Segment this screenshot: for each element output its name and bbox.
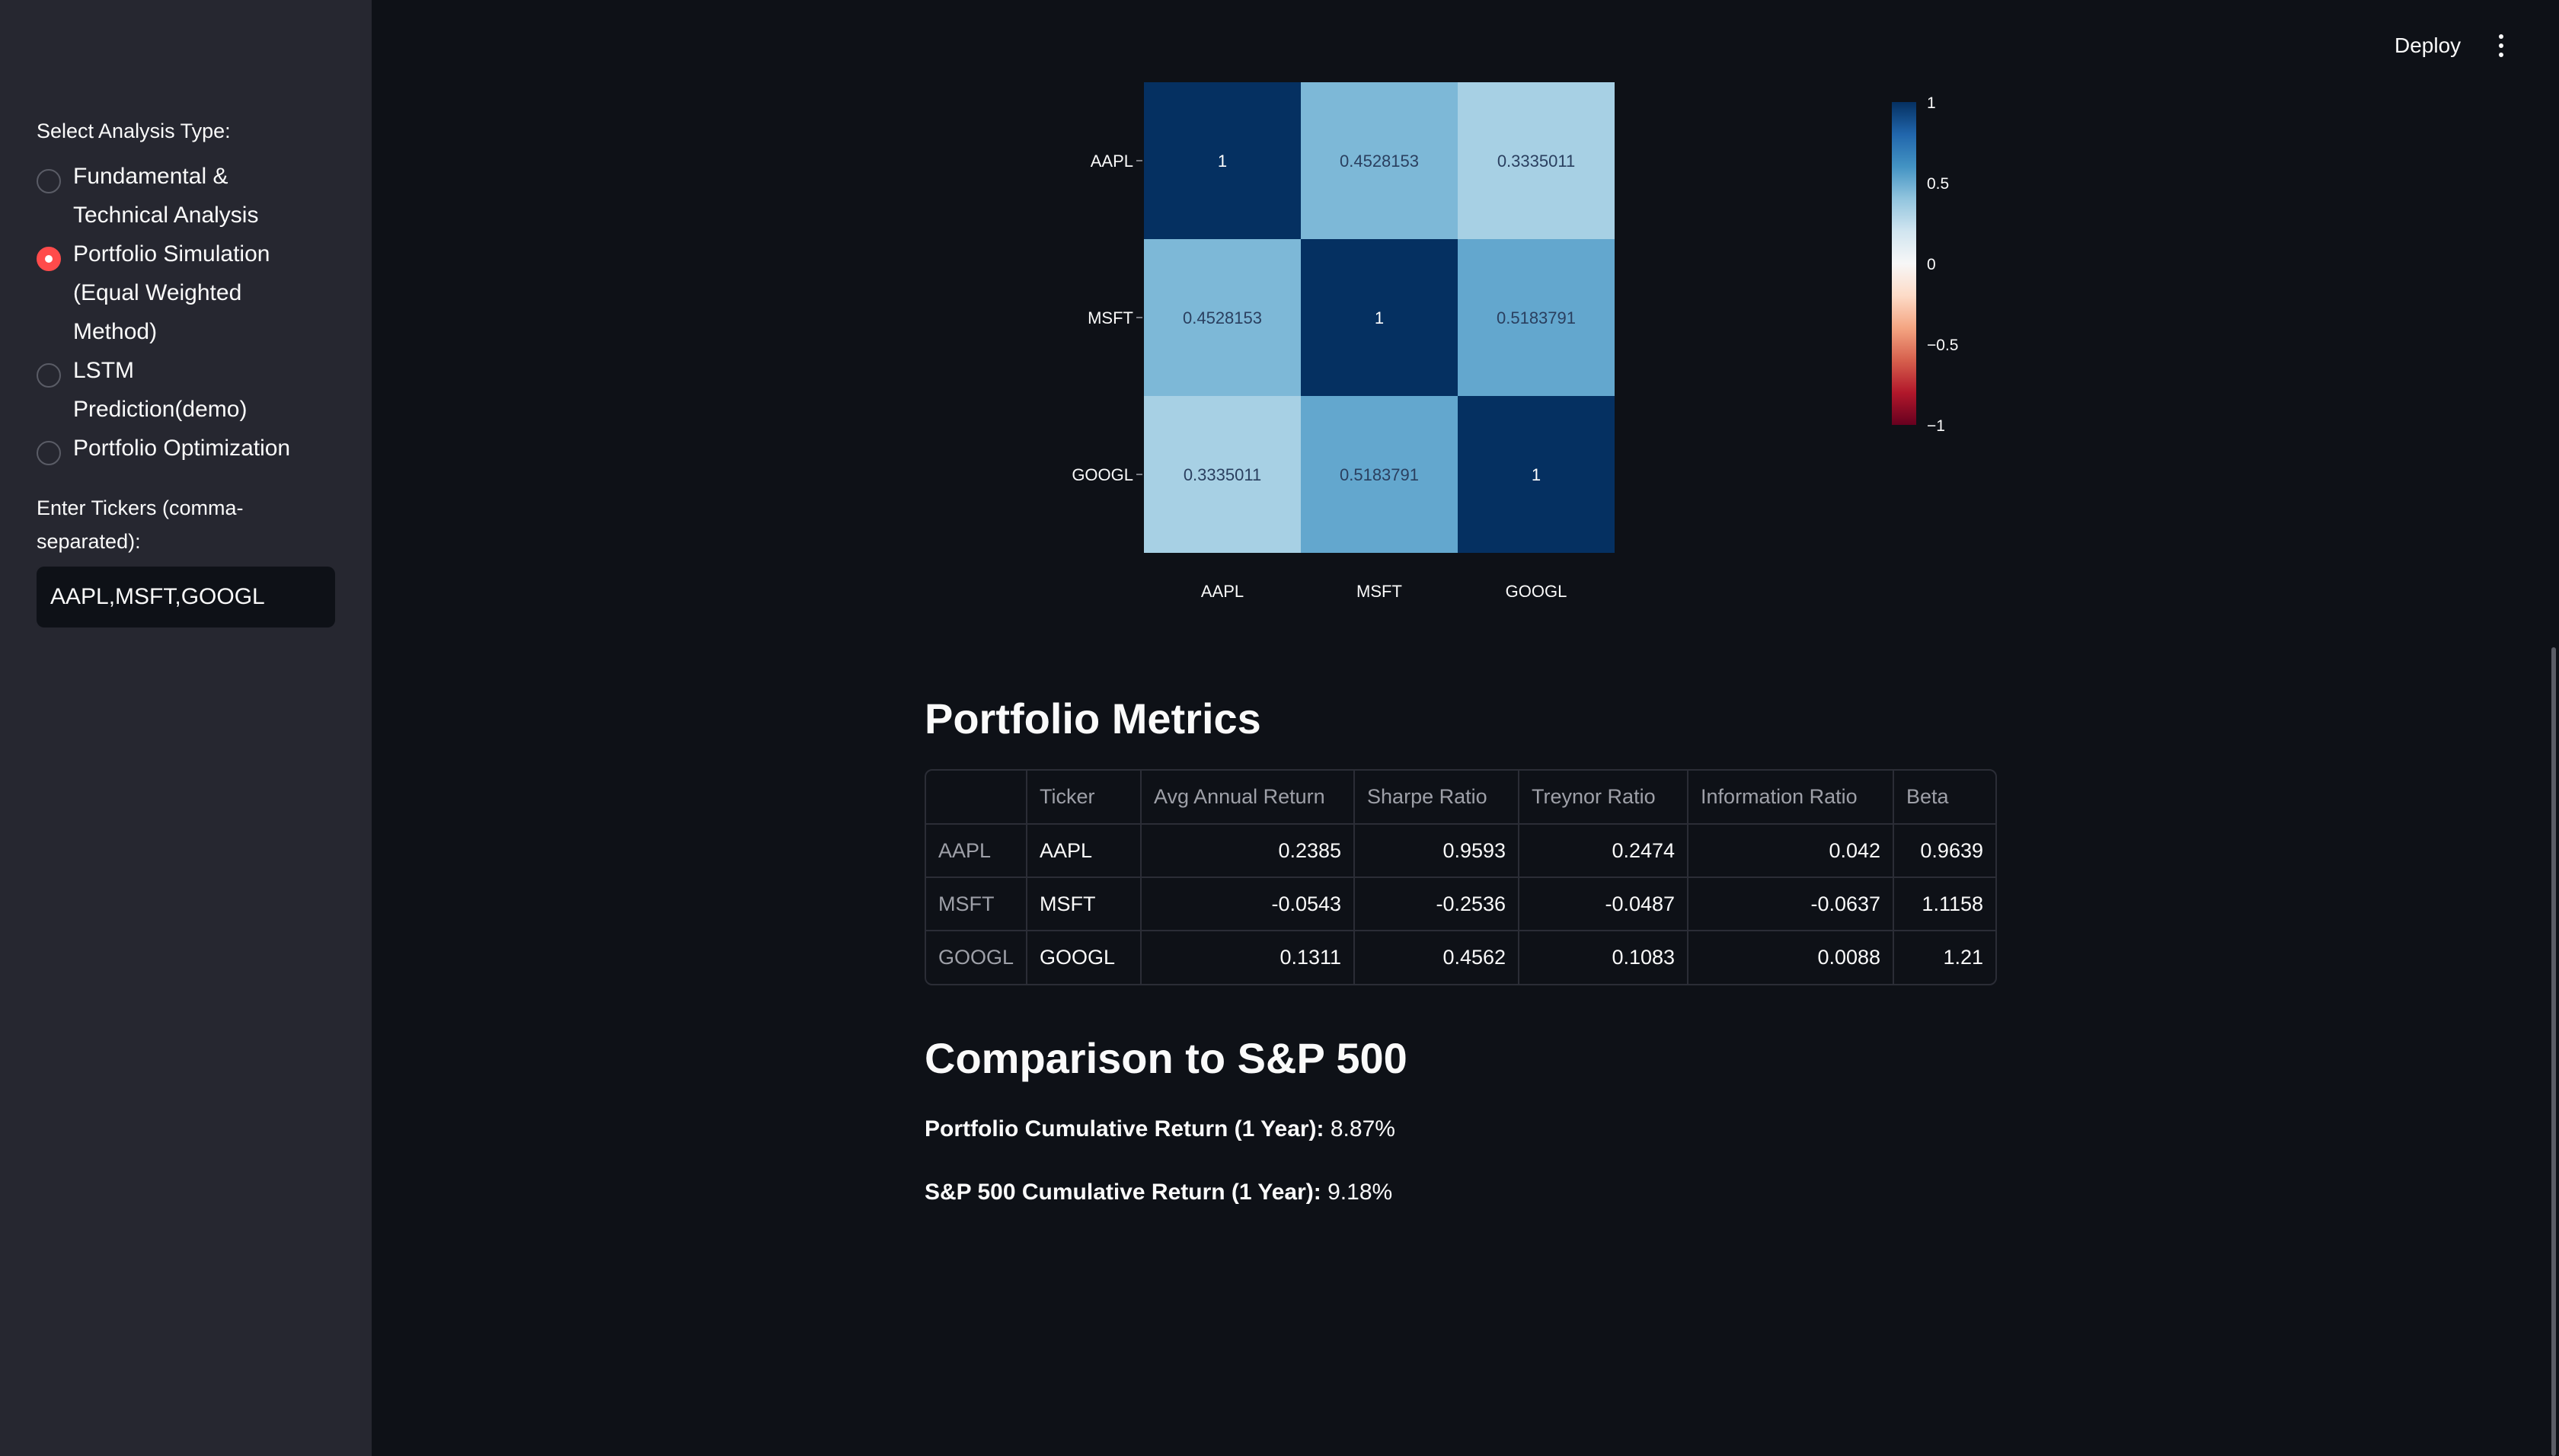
column-header-avg-annual-return[interactable]: Avg Annual Return xyxy=(1141,771,1356,825)
comparison-heading: Comparison to S&P 500 xyxy=(925,1034,1407,1082)
cell-treynor-ratio[interactable]: 0.1083 xyxy=(1519,931,1689,984)
x-tick-label: AAPL xyxy=(1201,582,1244,601)
radio-label: Fundamental & Technical Analysis xyxy=(73,164,259,228)
table-row: GOOGL GOOGL 0.1311 0.4562 0.1083 0.0088 … xyxy=(926,931,1995,984)
heatmap-cell-label: 0.4528153 xyxy=(1183,308,1262,327)
cell-information-ratio[interactable]: 0.042 xyxy=(1688,824,1895,878)
cell-treynor-ratio[interactable]: 0.2474 xyxy=(1519,824,1689,878)
y-tick-label: MSFT xyxy=(1088,308,1133,327)
radio-circle[interactable] xyxy=(37,363,61,388)
colorbar-tick-label: −0.5 xyxy=(1927,337,1958,354)
heatmap-cell-label: 0.3335011 xyxy=(1184,465,1261,484)
portfolio-return-value: 8.87% xyxy=(1330,1116,1395,1141)
radio-portfolio-simulation[interactable]: Portfolio Simulation (Equal Weighted Met… xyxy=(37,235,356,351)
tickers-label: Enter Tickers (comma- separated): xyxy=(37,497,244,553)
correlation-heatmap: 1 0.4528153 0.3335011 0.4528153 1 0.5183791 0.… xyxy=(1072,82,1958,601)
cell-ticker[interactable]: MSFT xyxy=(1027,877,1142,931)
cell-information-ratio[interactable]: -0.0637 xyxy=(1688,877,1895,931)
column-header-beta[interactable]: Beta xyxy=(1893,771,1995,825)
row-index[interactable]: AAPL xyxy=(926,824,1028,878)
cell-beta[interactable]: 1.1158 xyxy=(1893,877,1995,931)
cell-information-ratio[interactable]: 0.0088 xyxy=(1688,931,1895,984)
heatmap-cell-label: 1 xyxy=(1375,308,1384,327)
radio-circle[interactable] xyxy=(37,169,61,193)
x-tick-label: MSFT xyxy=(1356,582,1402,601)
heatmap-cell[interactable] xyxy=(1301,82,1458,239)
cell-beta[interactable]: 0.9639 xyxy=(1893,824,1995,878)
portfolio-return-line: Portfolio Cumulative Return (1 Year): 8.… xyxy=(925,1110,1395,1148)
main-menu-icon[interactable] xyxy=(2487,29,2515,62)
colorbar-tick-label: 0.5 xyxy=(1927,175,1949,193)
sidebar: Select Analysis Type: Fundamental & Tech… xyxy=(0,0,372,1456)
cell-sharpe-ratio[interactable]: 0.4562 xyxy=(1354,931,1520,984)
analysis-type-label: Select Analysis Type: xyxy=(37,120,231,142)
heatmap-cell[interactable] xyxy=(1144,396,1301,553)
sp500-return-line: S&P 500 Cumulative Return (1 Year): 9.18… xyxy=(925,1173,1392,1212)
heatmap-cell-label: 1 xyxy=(1218,152,1227,171)
cell-avg-annual-return[interactable]: 0.2385 xyxy=(1141,824,1356,878)
radio-fundamental-technical[interactable]: Fundamental & Technical Analysis xyxy=(37,157,356,235)
radio-portfolio-optimization[interactable]: Portfolio Optimization xyxy=(37,429,356,468)
heatmap-cell[interactable] xyxy=(1144,239,1301,396)
colorbar-tick-label: −1 xyxy=(1927,417,1945,435)
scrollbar-thumb[interactable] xyxy=(2551,647,2556,1456)
radio-circle-selected[interactable] xyxy=(37,247,61,271)
heatmap-cell-label: 0.5183791 xyxy=(1340,465,1419,484)
radio-lstm-prediction[interactable]: LSTM Prediction(demo) xyxy=(37,351,356,429)
portfolio-metrics-heading: Portfolio Metrics xyxy=(925,694,1261,742)
cell-sharpe-ratio[interactable]: -0.2536 xyxy=(1354,877,1520,931)
table-row: MSFT MSFT -0.0543 -0.2536 -0.0487 -0.063… xyxy=(926,877,1995,931)
portfolio-return-label: Portfolio Cumulative Return (1 Year): xyxy=(925,1116,1324,1141)
y-tick-label: GOOGL xyxy=(1072,465,1133,484)
radio-label: LSTM Prediction(demo) xyxy=(73,358,248,422)
cell-avg-annual-return[interactable]: 0.1311 xyxy=(1141,931,1356,984)
heatmap-cell[interactable] xyxy=(1144,82,1301,239)
sp500-return-value: 9.18% xyxy=(1327,1180,1393,1205)
x-tick-label: GOOGL xyxy=(1506,582,1567,601)
radio-label: Portfolio Optimization xyxy=(73,436,291,461)
colorbar-tick-label: 1 xyxy=(1927,94,1936,112)
cell-avg-annual-return[interactable]: -0.0543 xyxy=(1141,877,1356,931)
cell-beta[interactable]: 1.21 xyxy=(1943,946,1983,969)
heatmap-cell-label: 0.4528153 xyxy=(1340,152,1419,171)
cell-ticker[interactable]: GOOGL xyxy=(1027,931,1142,984)
radio-circle[interactable] xyxy=(37,441,61,465)
heatmap-cell[interactable] xyxy=(1458,82,1615,239)
cell-ticker[interactable]: AAPL xyxy=(1027,824,1142,878)
heatmap-cell-label: 1 xyxy=(1532,465,1541,484)
heatmap-cell[interactable] xyxy=(1458,396,1615,553)
metrics-table[interactable]: Ticker Avg Annual Return Sharpe Ratio Tr… xyxy=(925,769,1997,985)
column-header-ticker[interactable]: Ticker xyxy=(1027,771,1142,825)
heatmap-cell-label: 0.3335011 xyxy=(1497,152,1575,171)
colorbar xyxy=(1892,102,1916,425)
cell-sharpe-ratio[interactable]: 0.9593 xyxy=(1354,824,1520,878)
column-header-information-ratio[interactable]: Information Ratio xyxy=(1688,771,1895,825)
deploy-button[interactable]: Deploy xyxy=(2376,27,2479,64)
table-header-row: Ticker Avg Annual Return Sharpe Ratio Tr… xyxy=(926,771,1995,825)
colorbar-tick-label: 0 xyxy=(1927,256,1936,273)
column-header-index[interactable] xyxy=(926,771,1028,825)
y-tick-label: AAPL xyxy=(1091,152,1133,171)
heatmap-cell[interactable] xyxy=(1458,239,1615,396)
heatmap-cell[interactable] xyxy=(1301,239,1458,396)
heatmap-cell[interactable] xyxy=(1301,396,1458,553)
column-header-treynor-ratio[interactable]: Treynor Ratio xyxy=(1519,771,1689,825)
sp500-return-label: S&P 500 Cumulative Return (1 Year): xyxy=(925,1180,1321,1205)
table-row: AAPL AAPL 0.2385 0.9593 0.2474 0.042 0.9… xyxy=(926,824,1995,878)
radio-label: Portfolio Simulation (Equal Weighted Met… xyxy=(73,241,270,344)
row-index[interactable]: MSFT xyxy=(926,877,1028,931)
tickers-input[interactable] xyxy=(37,567,335,627)
heatmap-cell-label: 0.5183791 xyxy=(1497,308,1576,327)
column-header-sharpe-ratio[interactable]: Sharpe Ratio xyxy=(1354,771,1520,825)
row-index[interactable]: GOOGL xyxy=(926,931,1028,984)
cell-treynor-ratio[interactable]: -0.0487 xyxy=(1519,877,1689,931)
